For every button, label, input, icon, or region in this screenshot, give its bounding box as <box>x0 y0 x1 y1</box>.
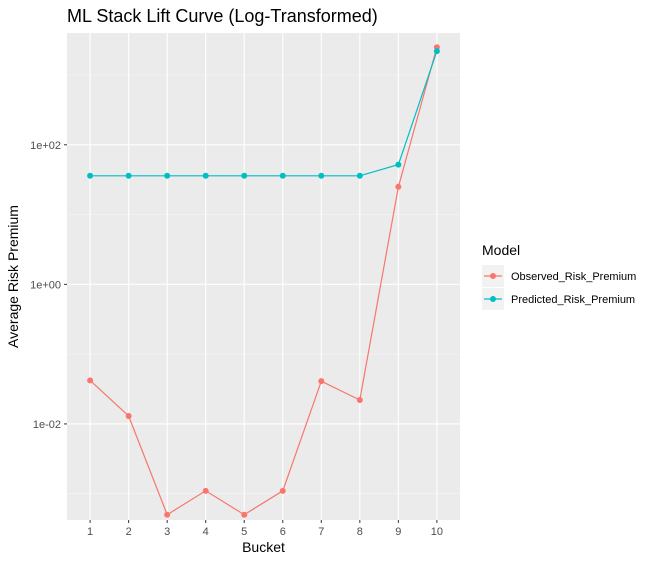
x-tick-label: 8 <box>357 526 363 538</box>
data-point-observed-risk-premium <box>279 487 286 494</box>
data-point-observed-risk-premium <box>318 378 325 385</box>
x-tick-label: 10 <box>431 526 443 538</box>
data-point-predicted-risk-premium <box>395 161 402 168</box>
x-tick-label: 2 <box>126 526 132 538</box>
plot-panel <box>67 33 460 520</box>
data-point-predicted-risk-premium <box>164 172 171 179</box>
data-point-observed-risk-premium <box>202 487 209 494</box>
x-tick-label: 1 <box>87 526 93 538</box>
data-point-observed-risk-premium <box>125 412 132 419</box>
data-point-predicted-risk-premium <box>202 172 209 179</box>
data-point-predicted-risk-premium <box>125 172 132 179</box>
data-point-observed-risk-premium <box>164 511 171 518</box>
y-tick-label: 1e+02 <box>30 140 61 152</box>
data-point-predicted-risk-premium <box>87 172 94 179</box>
x-tick-label: 9 <box>395 526 401 538</box>
x-tick-label: 7 <box>318 526 324 538</box>
series-line-observed-risk-premium <box>89 47 438 516</box>
data-point-predicted-risk-premium <box>356 172 363 179</box>
minor-gridlines <box>67 74 460 495</box>
data-point-predicted-risk-premium <box>279 172 286 179</box>
y-axis-title: Average Risk Premium <box>5 205 21 348</box>
x-tick-label: 6 <box>280 526 286 538</box>
data-point-observed-risk-premium <box>87 377 94 384</box>
x-tick-label: 3 <box>164 526 170 538</box>
data-point-predicted-risk-premium <box>318 172 325 179</box>
legend-label-observed-risk-premium: Observed_Risk_Premium <box>511 271 636 283</box>
major-gridlines <box>67 33 460 520</box>
chart-title: ML Stack Lift Curve (Log-Transformed) <box>67 6 378 26</box>
data-point-observed-risk-premium <box>395 183 402 190</box>
x-tick-label: 4 <box>203 526 209 538</box>
legend-label-predicted-risk-premium: Predicted_Risk_Premium <box>511 294 635 306</box>
series-clip-group <box>87 44 440 518</box>
series-line-predicted-risk-premium <box>90 50 438 177</box>
y-tick-label: 1e+00 <box>30 279 61 291</box>
legend: Model Observed_Risk_Premium Predicted_Ris… <box>482 242 636 310</box>
series-layer <box>87 44 440 518</box>
x-axis: 1 2 3 4 5 6 7 8 9 10 <box>87 520 443 538</box>
legend-point-predicted-risk-premium <box>490 296 496 302</box>
data-point-observed-risk-premium <box>241 511 248 518</box>
data-point-predicted-risk-premium <box>433 48 440 55</box>
y-tick-label: 1e-02 <box>33 419 61 431</box>
data-point-observed-risk-premium <box>356 397 363 404</box>
legend-title: Model <box>482 242 520 258</box>
legend-point-observed-risk-premium <box>490 273 496 279</box>
x-axis-title: Bucket <box>242 539 285 555</box>
data-point-predicted-risk-premium <box>241 172 248 179</box>
x-tick-label: 5 <box>241 526 247 538</box>
y-axis: 1e-02 1e+00 1e+02 <box>30 140 67 431</box>
